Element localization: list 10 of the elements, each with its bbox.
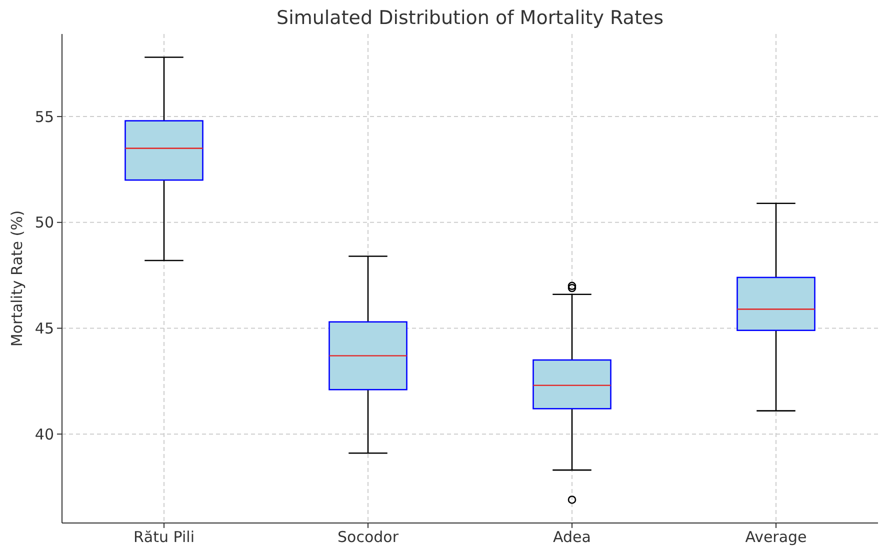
x-tick-label: Rătu Pili [134,528,194,546]
chart-title: Simulated Distribution of Mortality Rates [276,7,664,29]
y-tick-label: 55 [34,108,54,126]
x-tick-label: Adea [553,528,591,546]
x-tick-label: Socodor [338,528,400,546]
y-axis-title: Mortality Rate (%) [8,210,26,347]
y-tick-label: 45 [34,319,54,338]
x-tick-label: Average [745,528,807,546]
y-tick-label: 50 [34,214,54,232]
y-tick-label: 40 [34,425,54,444]
